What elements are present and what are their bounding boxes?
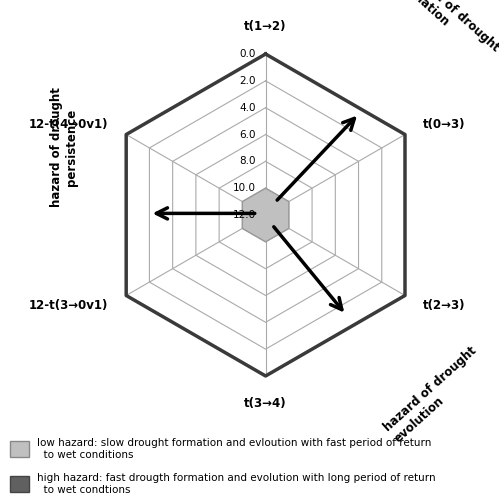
Text: 8.0: 8.0: [240, 156, 256, 166]
Text: t(1→2): t(1→2): [245, 20, 287, 33]
Text: hazard of drought
formation: hazard of drought formation: [394, 0, 499, 66]
Text: low hazard: slow drought formation and evloution with fast period of return
  to: low hazard: slow drought formation and e…: [37, 438, 431, 460]
Text: t(2→3): t(2→3): [423, 300, 466, 312]
Text: 2.0: 2.0: [240, 76, 256, 86]
Text: t(3→4): t(3→4): [245, 397, 287, 410]
Text: 12-t(4→0v1): 12-t(4→0v1): [28, 118, 108, 130]
Text: 4.0: 4.0: [240, 102, 256, 113]
Text: 6.0: 6.0: [240, 130, 256, 140]
Text: t(0→3): t(0→3): [423, 118, 466, 130]
Bar: [10, 441, 29, 456]
Bar: [10, 476, 29, 492]
Text: 10.0: 10.0: [233, 183, 256, 193]
Text: high hazard: fast drougth formation and evolution with long period of return
  t: high hazard: fast drougth formation and …: [37, 473, 436, 494]
Text: 0.0: 0.0: [240, 49, 256, 59]
Text: hazard of drought
evolution: hazard of drought evolution: [382, 344, 490, 445]
Polygon shape: [243, 188, 289, 242]
Text: 12-t(3→0v1): 12-t(3→0v1): [29, 300, 108, 312]
Text: 12.0: 12.0: [233, 210, 256, 220]
Text: hazard of drought
persistence: hazard of drought persistence: [50, 87, 78, 207]
